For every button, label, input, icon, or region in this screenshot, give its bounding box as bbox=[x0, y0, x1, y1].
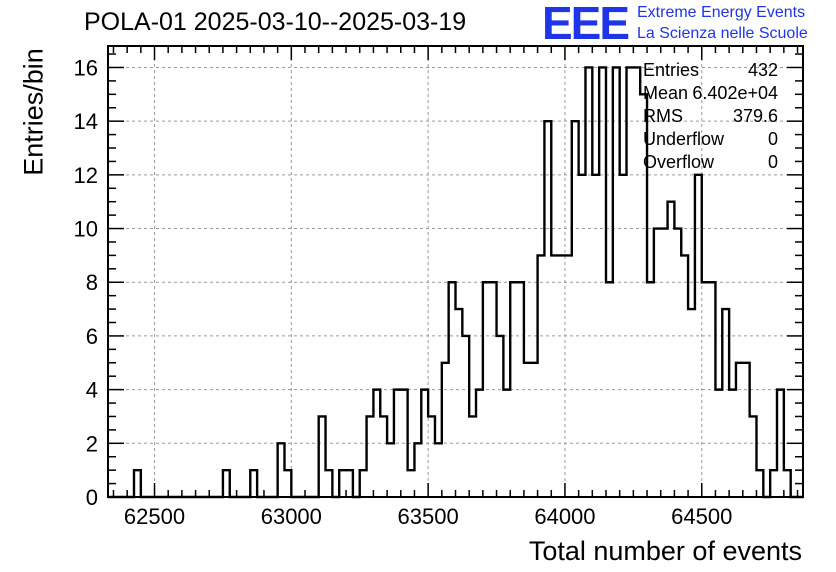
axis-ticks bbox=[108, 46, 803, 498]
y-tick-label: 8 bbox=[86, 270, 98, 295]
y-tick-label: 6 bbox=[86, 324, 98, 349]
y-tick-label: 2 bbox=[86, 431, 98, 456]
x-tick-label: 62500 bbox=[124, 504, 185, 529]
stat-label-rms: RMS bbox=[643, 106, 683, 126]
y-tick-label: 14 bbox=[74, 109, 98, 134]
y-axis-label: Entries/bin bbox=[18, 48, 49, 176]
stat-value-rms: 379.6 bbox=[732, 106, 778, 126]
y-tick-label: 16 bbox=[74, 55, 98, 80]
stat-value-overflow: 0 bbox=[767, 152, 778, 172]
x-tick-label: 64500 bbox=[671, 504, 732, 529]
tick-labels: 62500 63000 63500 64000 64500 0 2 4 6 8 10 12 14 16 bbox=[74, 55, 733, 529]
y-tick-label: 0 bbox=[86, 485, 98, 510]
y-tick-label: 12 bbox=[74, 163, 98, 188]
grid-lines bbox=[108, 46, 803, 497]
stat-value-underflow: 0 bbox=[767, 129, 778, 149]
stat-label-entries: Entries bbox=[643, 60, 700, 80]
stat-label-mean: Mean bbox=[643, 83, 689, 103]
logo-line-1: Extreme Energy Events bbox=[637, 4, 806, 21]
y-tick-label: 10 bbox=[74, 217, 98, 242]
stat-value-mean: 6.402e+04 bbox=[692, 83, 778, 103]
x-tick-label: 64000 bbox=[534, 504, 595, 529]
stat-label-underflow: Underflow bbox=[643, 129, 725, 149]
eee-logo: EEE bbox=[542, 0, 630, 49]
chart-title: POLA-01 2025-03-10--2025-03-19 bbox=[84, 8, 467, 36]
plot-frame bbox=[107, 45, 804, 498]
stat-label-overflow: Overflow bbox=[643, 152, 715, 172]
x-tick-label: 63500 bbox=[398, 504, 459, 529]
logo-line-2: La Scienza nelle Scuole bbox=[637, 25, 808, 42]
x-axis-label: Total number of events bbox=[528, 536, 802, 566]
y-tick-label: 4 bbox=[86, 378, 98, 403]
x-tick-label: 63000 bbox=[261, 504, 322, 529]
stat-value-entries: 432 bbox=[747, 60, 778, 80]
